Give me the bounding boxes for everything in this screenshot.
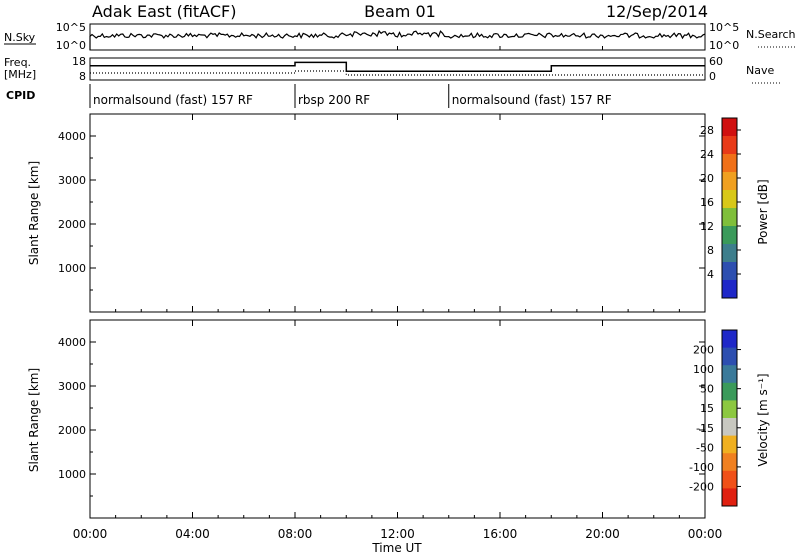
nsky-series [89,29,706,50]
nave-tick-bottom: 0 [709,70,716,83]
power-panel-bg [90,114,705,312]
freq-tick-top: 18 [72,55,86,68]
power-panel: 1000 2000 3000 4000 Slant Range [km] [27,113,706,313]
nave-label: Nave [746,64,774,77]
power-ylabel: Slant Range [km] [27,161,41,265]
freq-series [90,61,705,72]
nsearch-label: N.Search [746,28,796,41]
y-tick-label: 4000 [58,130,86,143]
cpid-segment-label: rbsp 200 RF [298,93,370,107]
nsky-tick-bottom: 10^0 [56,39,86,52]
freq-panel-frame [89,57,706,81]
nsky-label: N.Sky [4,31,36,44]
beam-title: Beam 01 [364,2,436,21]
nsky-tick-top: 10^5 [56,21,86,34]
power-y-ticks: 1000 2000 3000 4000 [58,130,705,291]
nsearch-tick-bottom: 10^0 [709,39,739,52]
velocity-panel-bg [90,320,705,518]
y-tick-label: 1000 [58,262,86,275]
station-title: Adak East (fitACF) [92,2,236,21]
date-title: 12/Sep/2014 [606,2,708,21]
nave-tick-top: 60 [709,55,723,68]
cpid-segment-label: normalsound (fast) 157 RF [452,93,612,107]
freq-unit-label: [MHz] [4,68,36,81]
cpid-row: normalsound (fast) 157 RF rbsp 200 RF norm… [89,84,612,108]
nsearch-tick-top: 10^5 [709,21,739,34]
y-tick-label: 3000 [58,174,86,187]
freq-label: Freq. [4,56,31,69]
y-tick-label: 2000 [58,218,86,231]
cpid-label: CPID [6,89,35,102]
cpid-segment-label: normalsound (fast) 157 RF [93,93,253,107]
freq-tick-bottom: 8 [79,70,86,83]
